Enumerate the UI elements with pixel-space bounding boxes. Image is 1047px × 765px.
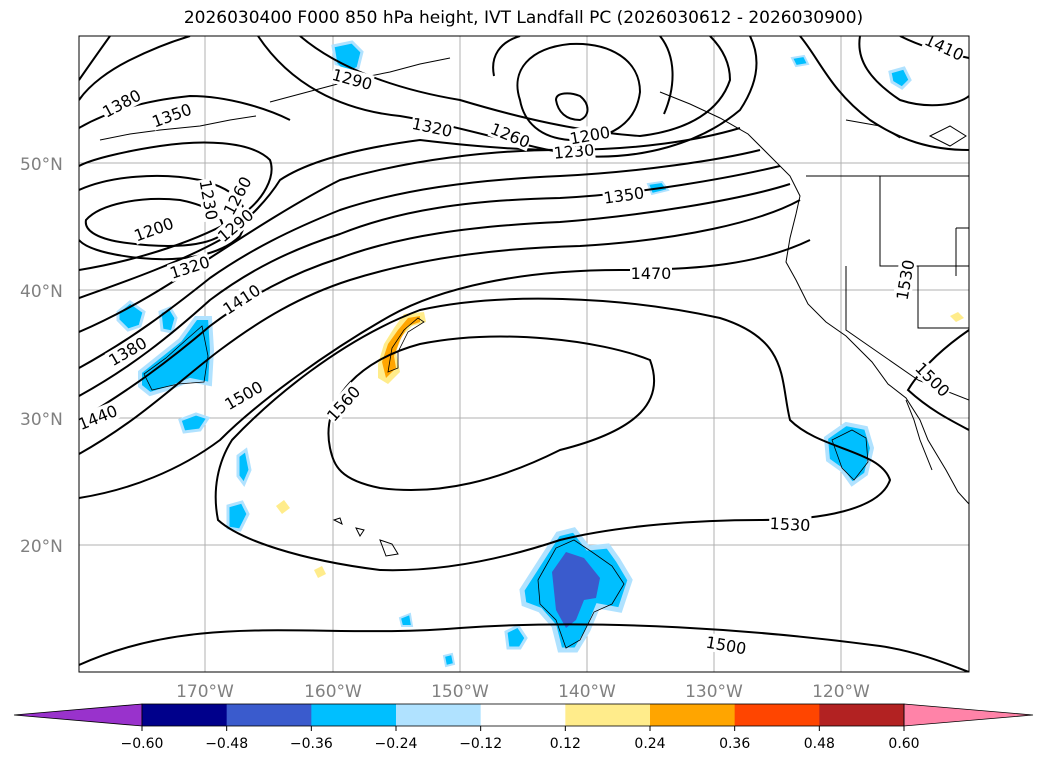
map-frame — [78, 35, 970, 673]
colorbar-segment — [480, 704, 566, 726]
colorbar-tick-label: −0.48 — [205, 736, 248, 752]
colorbar: −0.60 −0.48 −0.36 −0.24 −0.12 0.12 0.24 0.36 0.4… — [13, 703, 1034, 752]
colorbar-extend-high — [903, 703, 1034, 727]
colorbar-tick-label: 0.48 — [804, 736, 835, 752]
contour-label: 1530 — [768, 513, 812, 535]
contour-label-layer: 1380 1350 1320 1260 123012001290135012001230… — [79, 36, 968, 658]
svg-text:1470: 1470 — [631, 264, 672, 283]
colorbar-tick-label: 0.24 — [634, 736, 665, 752]
colorbar-tick-label: −0.60 — [121, 736, 164, 752]
colorbar-segment — [142, 704, 228, 726]
lon-label-150w: 150°W — [431, 682, 489, 702]
svg-text:1530: 1530 — [769, 514, 811, 535]
ivt-positive-shading — [276, 312, 964, 578]
colorbar-tick-label: −0.36 — [290, 736, 333, 752]
colorbar-tick-label: 0.60 — [888, 736, 919, 752]
map-title: 2026030400 F000 850 hPa height, IVT Land… — [183, 8, 864, 28]
ivt-outline-contours — [143, 317, 869, 649]
colorbar-border — [141, 703, 905, 727]
colorbar-tick-label: 0.12 — [550, 736, 581, 752]
colorbar-tick-label: −0.12 — [459, 736, 502, 752]
contour-label: 1350 — [601, 183, 646, 208]
colorbar-segment — [311, 704, 397, 726]
svg-text:1230: 1230 — [553, 140, 595, 162]
colorbar-segment — [565, 704, 651, 726]
contour-label: 1470 — [630, 264, 672, 283]
colorbar-extend-low — [13, 703, 143, 727]
colorbar-segment — [650, 704, 736, 726]
lon-label-140w: 140°W — [558, 682, 616, 702]
colorbar-segment — [819, 704, 905, 726]
colorbar-segment — [396, 704, 482, 726]
lon-label-160w: 160°W — [304, 682, 362, 702]
contour-label: 1230 — [552, 140, 596, 163]
colorbar-tick-label: −0.24 — [375, 736, 418, 752]
colorbar-segment — [226, 704, 312, 726]
lon-label-130w: 130°W — [685, 682, 743, 702]
lon-label-120w: 120°W — [812, 682, 870, 702]
colorbar-tick-label: 0.36 — [719, 736, 750, 752]
lon-label-170w: 170°W — [176, 682, 234, 702]
lat-label-20n: 20°N — [20, 537, 63, 557]
lat-label-40n: 40°N — [20, 282, 63, 302]
lat-label-50n: 50°N — [20, 155, 63, 175]
colorbar-segment — [734, 704, 820, 726]
lat-label-30n: 30°N — [20, 410, 63, 430]
